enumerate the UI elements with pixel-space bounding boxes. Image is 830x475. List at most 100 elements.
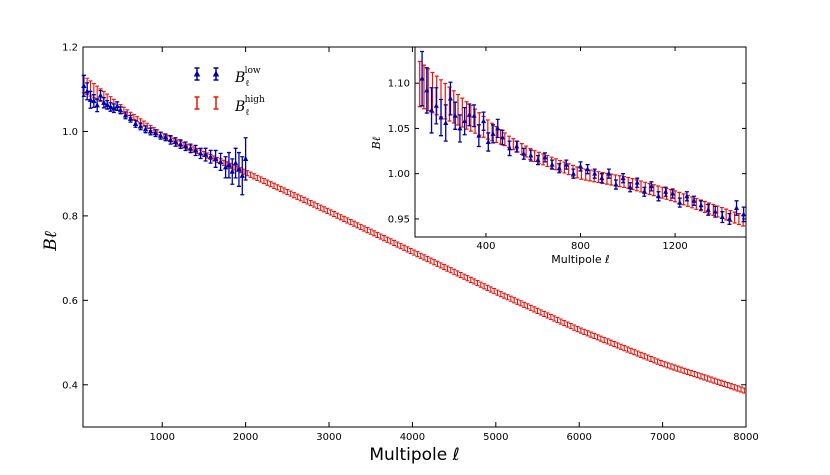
- high-errorbar: [268, 181, 273, 188]
- high-errorbar: [328, 209, 333, 216]
- low-point: [634, 179, 640, 185]
- low-point: [585, 166, 591, 172]
- low-point: [91, 98, 97, 104]
- x-tick-label: 3000: [316, 432, 341, 443]
- low-point: [485, 139, 491, 144]
- inset-y-axis-label: Bℓ: [370, 136, 383, 150]
- y-tick-label: 1.00: [388, 169, 410, 180]
- x-tick-label: 8000: [733, 432, 758, 443]
- low-point: [172, 139, 179, 145]
- high-errorbar: [682, 367, 687, 374]
- high-errorbar: [718, 379, 723, 386]
- y-tick-label: 0.4: [62, 380, 78, 391]
- high-errorbar: [642, 353, 647, 360]
- low-point: [242, 155, 249, 161]
- high-errorbar: [692, 371, 697, 378]
- low-point: [229, 168, 235, 174]
- low-point: [490, 131, 496, 136]
- high-errorbar: [465, 275, 470, 282]
- high-errorbar: [655, 358, 660, 365]
- low-point: [132, 120, 139, 126]
- high-errorbar: [675, 365, 680, 372]
- high-errorbar: [548, 313, 553, 321]
- low-point: [182, 143, 189, 149]
- low-point: [177, 141, 184, 147]
- x-tick-label: 7000: [650, 432, 675, 443]
- legend-marker-high: [194, 96, 219, 110]
- low-point: [433, 103, 439, 108]
- high-errorbar: [398, 243, 403, 250]
- high-errorbar: [715, 378, 720, 385]
- high-errorbar: [702, 200, 707, 213]
- high-errorbar: [405, 246, 410, 253]
- high-errorbar: [578, 327, 583, 334]
- high-errorbar: [538, 309, 543, 316]
- high-errorbar: [522, 301, 527, 308]
- low-point: [481, 118, 487, 124]
- high-errorbar: [388, 238, 393, 245]
- high-errorbar: [358, 223, 363, 230]
- low-point: [677, 199, 683, 205]
- high-errorbar: [618, 343, 623, 350]
- high-errorbar: [708, 376, 713, 383]
- legend: Bℓlow Bℓhigh: [193, 66, 265, 118]
- low-point: [698, 202, 704, 208]
- low-point: [429, 107, 435, 113]
- low-point: [87, 96, 94, 102]
- low-point: [462, 118, 468, 124]
- high-errorbar: [378, 233, 383, 240]
- low-point: [528, 152, 534, 158]
- high-errorbar: [595, 334, 600, 341]
- high-errorbar: [728, 383, 733, 390]
- high-errorbar: [532, 306, 537, 313]
- high-errorbar: [478, 281, 483, 288]
- high-errorbar: [572, 324, 577, 331]
- low-point: [97, 92, 104, 98]
- y-tick-label: 1.2: [62, 43, 78, 54]
- high-errorbar: [528, 304, 533, 311]
- high-errorbar: [725, 381, 730, 389]
- inset-series-low: [419, 50, 747, 225]
- high-errorbar: [635, 350, 640, 357]
- high-errorbar: [608, 339, 613, 346]
- high-errorbar: [392, 239, 397, 247]
- low-point: [122, 112, 129, 118]
- high-errorbar: [628, 347, 633, 354]
- high-errorbar: [542, 310, 547, 318]
- x-tick-label: 1200: [662, 241, 687, 252]
- low-point: [656, 193, 662, 199]
- high-errorbar: [455, 270, 460, 277]
- low-point: [670, 190, 676, 196]
- low-point: [495, 125, 501, 131]
- low-point: [563, 161, 569, 167]
- low-point: [447, 95, 453, 101]
- high-errorbar: [712, 377, 717, 384]
- low-point: [217, 158, 224, 164]
- low-point: [157, 132, 164, 138]
- high-errorbar: [482, 283, 487, 290]
- high-errorbar: [742, 387, 747, 394]
- y-tick-label: 1.10: [388, 79, 410, 90]
- high-errorbar: [352, 220, 357, 227]
- high-errorbar: [678, 366, 683, 373]
- high-errorbar: [658, 359, 663, 367]
- inset-x-axis-label: Multipole ℓ: [551, 253, 609, 266]
- high-errorbar: [558, 318, 563, 325]
- high-errorbar: [681, 193, 686, 206]
- low-point: [236, 166, 242, 172]
- high-errorbar: [662, 361, 667, 368]
- high-errorbar: [428, 257, 433, 264]
- low-point: [142, 126, 149, 132]
- high-errorbar: [508, 295, 513, 302]
- high-errorbar: [131, 113, 136, 121]
- high-errorbar: [495, 289, 500, 296]
- high-errorbar: [368, 228, 373, 235]
- high-errorbar: [505, 294, 510, 301]
- high-errorbar: [736, 213, 741, 226]
- low-point: [202, 151, 209, 157]
- inset-ticks: 400 800 1200 0.95 1.00 1.05 1.10: [388, 47, 746, 252]
- high-errorbar: [305, 198, 310, 205]
- high-errorbar: [418, 252, 423, 259]
- high-errorbar: [251, 173, 256, 180]
- high-errorbar: [298, 195, 303, 202]
